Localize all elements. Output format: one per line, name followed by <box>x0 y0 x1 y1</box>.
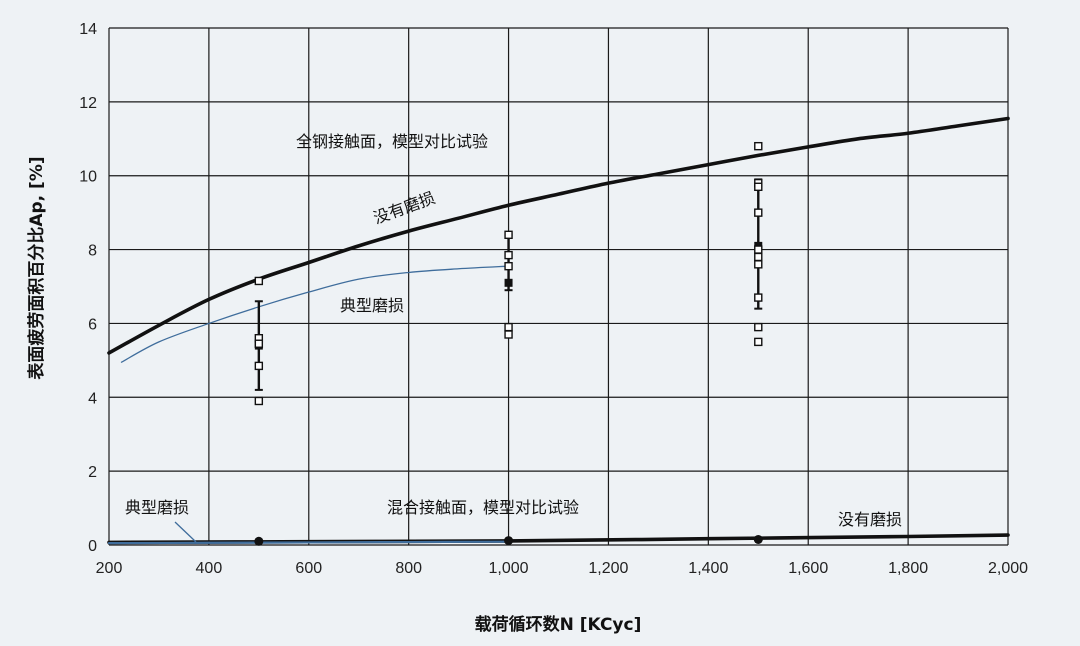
annotation-mixed-title: 混合接触面，模型对比试验 <box>387 498 579 517</box>
test-point <box>754 141 763 151</box>
test-point <box>754 293 763 302</box>
series-line-mixed-no-wear <box>107 533 1010 545</box>
test-point <box>754 260 763 269</box>
series-line-full-no-wear <box>107 116 1010 355</box>
test-point <box>254 339 264 348</box>
test-point <box>504 322 513 332</box>
test-point <box>504 261 513 271</box>
test-point <box>504 250 513 260</box>
mixed-marker <box>504 536 514 546</box>
annotation-mixed-no-wear: 没有磨损 <box>838 510 902 529</box>
y-tick-label: 2 <box>88 464 97 481</box>
y-tick-label: 8 <box>88 243 97 260</box>
test-point <box>504 330 513 339</box>
x-axis-title: 载荷循环数N [KCyc] <box>475 614 642 635</box>
test-point <box>754 208 763 217</box>
test-point <box>254 361 264 371</box>
mixed-marker <box>254 536 264 546</box>
annotation-full-no-wear: 没有磨损 <box>371 188 438 228</box>
series-line-full-typical-wear <box>120 265 510 363</box>
y-axis-title: 表面疲劳面积百分比Ap, [%] <box>26 156 47 379</box>
x-tick-label: 200 <box>96 560 123 577</box>
y-tick-label: 12 <box>79 95 97 112</box>
x-tick-label: 1,600 <box>788 560 828 577</box>
test-point <box>254 276 264 286</box>
leader-line <box>174 521 197 543</box>
x-tick-labels: 200 400 600 800 1,000 1,200 1,400 1,600 1,800 2,0… <box>96 560 1028 577</box>
x-tick-label: 400 <box>196 560 223 577</box>
x-tick-label: 1,200 <box>588 560 628 577</box>
y-tick-label: 10 <box>79 169 97 186</box>
test-point <box>254 396 264 406</box>
series-line-mixed-typical-wear <box>107 540 510 545</box>
test-point <box>754 337 763 347</box>
test-point <box>754 252 763 262</box>
test-point <box>754 322 763 332</box>
annotation-full-title: 全钢接触面，模型对比试验 <box>296 132 488 151</box>
test-point <box>754 245 763 254</box>
mixed-marker <box>753 534 763 544</box>
annotation-mixed-typical-wear: 典型磨损 <box>125 498 189 517</box>
series-lines <box>107 116 1010 545</box>
test-point <box>754 182 763 191</box>
y-tick-label: 14 <box>79 21 97 38</box>
y-tick-label: 4 <box>88 390 97 407</box>
x-tick-label: 600 <box>295 560 322 577</box>
x-tick-label: 1,000 <box>489 560 529 577</box>
annotation-full-typical-wear: 典型磨损 <box>340 296 404 315</box>
x-tick-label: 1,400 <box>688 560 728 577</box>
x-tick-label: 1,800 <box>888 560 928 577</box>
x-tick-label: 2,000 <box>988 560 1028 577</box>
y-tick-label: 0 <box>88 538 97 555</box>
mean-marker <box>504 278 513 287</box>
test-points <box>254 141 763 546</box>
y-tick-labels: 0 2 4 6 8 10 12 14 <box>79 21 97 555</box>
x-tick-label: 800 <box>395 560 422 577</box>
test-point <box>504 230 513 240</box>
y-tick-label: 6 <box>88 316 97 333</box>
